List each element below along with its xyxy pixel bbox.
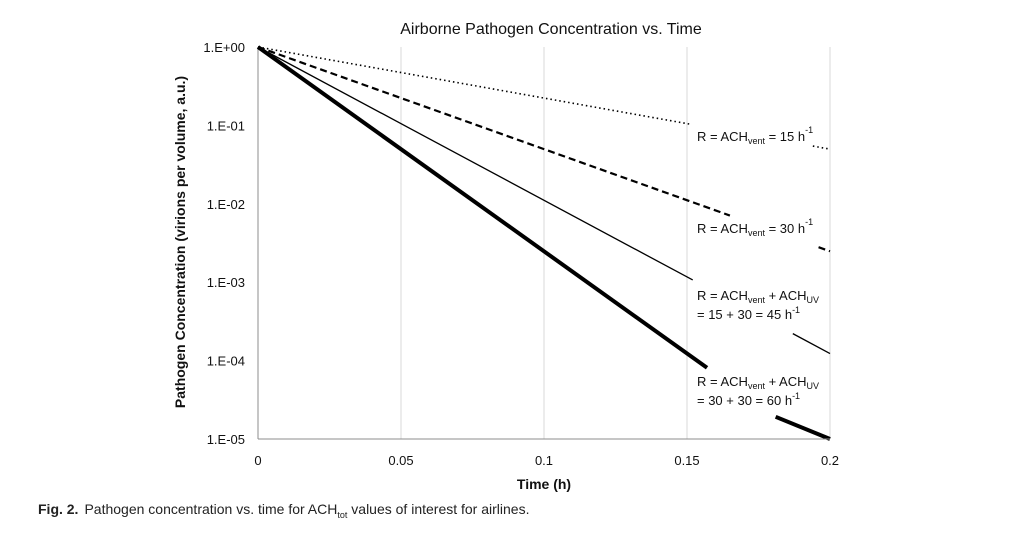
x-tick-label: 0.15: [674, 453, 699, 468]
series-line-30-seg-2: [818, 246, 831, 253]
annotation-line2: = 15 + 30 = 45 h-1: [697, 305, 800, 322]
grid-lines: [257, 47, 831, 439]
figure-caption: Fig. 2. Pathogen concentration vs. time f…: [38, 501, 529, 520]
annotation-line1: R = ACHvent = 15 h-1: [697, 125, 813, 146]
series-line-60-seg-2: [774, 414, 831, 441]
caption-subscript: tot: [337, 509, 348, 520]
series-group: [256, 45, 831, 441]
y-tick-labels: 1.E+00 1.E-01 1.E-02 1.E-03 1.E-04 1.E-05: [203, 40, 245, 447]
y-tick-label: 1.E+00: [203, 40, 245, 55]
series-line-15-seg-2: [812, 145, 831, 150]
chart-canvas: Airborne Pathogen Concentration vs. Time…: [172, 21, 839, 492]
annotation-line2: = 30 + 30 = 60 h-1: [697, 391, 800, 408]
series-line-45-seg-1: [257, 46, 694, 281]
chart-title: Airborne Pathogen Concentration vs. Time: [400, 21, 702, 38]
x-tick-labels: 0 0.05 0.1 0.15 0.2: [254, 453, 839, 468]
series-annotations: R = ACHvent = 15 h-1 R = ACHvent = 30 h-1…: [697, 125, 819, 408]
y-axis-label: Pathogen Concentration (virions per volu…: [172, 76, 188, 408]
annotation-line1: R = ACHvent = 30 h-1: [697, 217, 813, 238]
y-tick-label: 1.E-02: [207, 197, 245, 212]
annotation-line1: R = ACHvent + ACHUV: [697, 374, 819, 391]
y-tick-label: 1.E-05: [207, 432, 245, 447]
x-tick-label: 0.2: [821, 453, 839, 468]
y-tick-label: 1.E-04: [207, 354, 245, 369]
y-tick-label: 1.E-01: [207, 118, 245, 133]
series-line-15-seg-1: [257, 46, 691, 125]
x-axis-label: Time (h): [517, 476, 571, 492]
series-line-60-seg-1: [256, 45, 709, 370]
x-tick-label: 0.1: [535, 453, 553, 468]
caption-text-after: values of interest for airlines.: [347, 501, 530, 517]
annotation-line1: R = ACHvent + ACHUV: [697, 288, 819, 305]
x-tick-label: 0.05: [388, 453, 413, 468]
caption-text-before: Pathogen concentration vs. time for ACH: [84, 501, 338, 517]
x-tick-label: 0: [254, 453, 261, 468]
series-line-30-seg-1: [257, 45, 731, 217]
series-line-45-seg-2: [792, 333, 831, 355]
y-tick-label: 1.E-03: [207, 275, 245, 290]
figure-number: Fig. 2.: [38, 501, 79, 517]
